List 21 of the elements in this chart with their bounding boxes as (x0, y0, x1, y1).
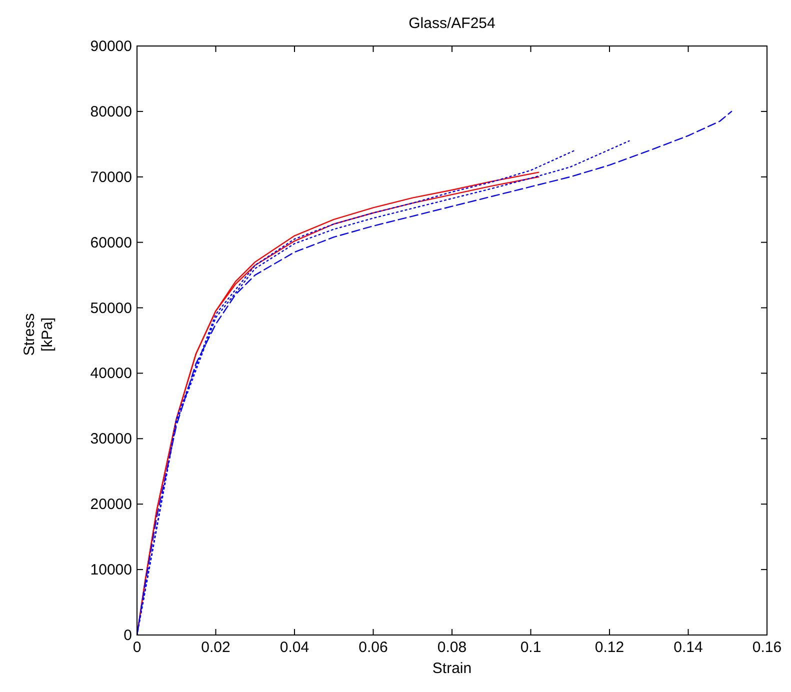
y-tick-label: 60000 (90, 234, 132, 252)
x-axis-title: Strain (432, 660, 472, 677)
y-tick-label: 70000 (90, 168, 132, 186)
y-tick-label: 30000 (90, 430, 132, 448)
y-tick-label: 90000 (90, 38, 132, 55)
x-tick-label: 0.16 (752, 639, 782, 656)
x-tick-label: 0.02 (201, 639, 230, 656)
y-tick-label: 0 (124, 627, 132, 644)
x-tick-label: 0.14 (674, 639, 703, 656)
x-tick-label: 0.04 (280, 639, 310, 656)
chart-title: Glass/AF254 (408, 15, 496, 32)
y-tick-label: 40000 (90, 365, 132, 382)
x-tick-label: 0.1 (520, 639, 542, 656)
y-tick-label: 80000 (90, 103, 132, 120)
y-tick-label: 10000 (90, 562, 132, 579)
x-tick-label: 0.08 (437, 639, 467, 656)
y-tick-label: 50000 (90, 300, 132, 317)
x-tick-label: 0.06 (358, 639, 388, 656)
y-axis-title: Stress [kPa] (21, 313, 56, 356)
x-tick-label: 0.12 (594, 639, 624, 656)
y-tick-label: 20000 (90, 496, 132, 514)
